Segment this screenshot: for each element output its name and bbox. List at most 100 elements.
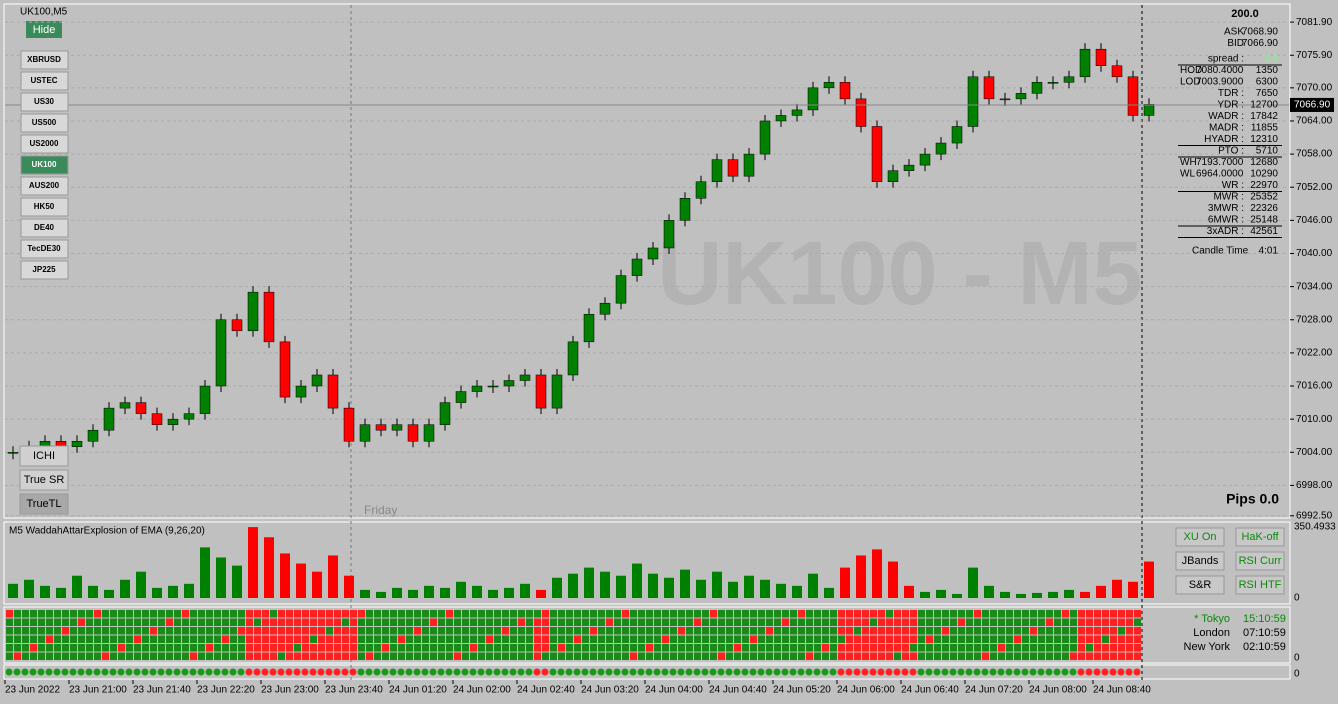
symbol-button[interactable] [20,113,69,133]
panel-button-label[interactable]: RSI HTF [1239,579,1282,591]
symbol-button[interactable] [20,92,69,112]
symbol-label[interactable]: US500 [32,118,57,127]
session-cell [398,644,405,652]
tool-button[interactable] [19,445,69,467]
symbol-label[interactable]: USTEC [30,76,57,85]
hide-button[interactable] [26,21,62,38]
session-cell [406,618,413,626]
session-cell [422,627,429,635]
session-cell [1038,644,1045,652]
symbol-label[interactable]: US2000 [30,139,59,148]
trend-dot [653,668,661,676]
symbol-button[interactable] [20,197,69,217]
trend-dot [349,668,357,676]
session-cell [982,618,989,626]
symbol-button[interactable] [20,239,69,259]
panel-button[interactable] [1235,527,1285,547]
symbol-button[interactable] [20,50,69,70]
session-cell [742,652,749,660]
session-cell [734,635,741,643]
session-cell [158,610,165,618]
symbol-label[interactable]: AUS200 [29,181,60,190]
session-cell [990,644,997,652]
session-cell [110,627,117,635]
tool-button[interactable] [19,469,69,491]
session-cell [1070,618,1077,626]
session-cell [94,627,101,635]
session-cell [182,610,189,618]
tool-label[interactable]: ICHI [33,450,55,462]
tool-label[interactable]: True SR [24,474,65,486]
panel-button-label[interactable]: JBands [1182,555,1219,567]
session-cell [1038,610,1045,618]
trend-dot [853,668,861,676]
symbol-button[interactable] [20,260,69,280]
session-cell [534,635,541,643]
session-cell [878,652,885,660]
symbol-button[interactable] [20,218,69,238]
session-cell [918,644,925,652]
symbol-button[interactable] [20,155,69,175]
panel-button-label[interactable]: RSI Curr [1239,555,1282,567]
session-cell [910,652,917,660]
session-cell [982,644,989,652]
session-cell [334,610,341,618]
panel-button[interactable] [1235,575,1285,595]
symbol-button[interactable] [20,134,69,154]
session-cell [566,610,573,618]
session-cell [998,644,1005,652]
session-cell [430,618,437,626]
session-cell [902,618,909,626]
session-cell [734,610,741,618]
tool-button[interactable] [19,493,69,515]
session-cell [990,610,997,618]
symbol-button[interactable] [20,71,69,91]
session-cell [366,610,373,618]
session-cell [790,644,797,652]
trend-dot [501,668,509,676]
session-cell [1086,652,1093,660]
indicator-bar [88,585,98,598]
panel-button[interactable] [1175,527,1225,547]
tool-label[interactable]: TrueTL [26,498,61,510]
session-cell [454,652,461,660]
session-cell [134,610,141,618]
session-cell [262,635,269,643]
session-cell [278,610,285,618]
symbol-label[interactable]: DE40 [34,223,55,232]
symbol-label[interactable]: JP225 [32,265,56,274]
session-cell [286,635,293,643]
session-cell [990,618,997,626]
panel-button[interactable] [1235,551,1285,571]
session-cell [470,644,477,652]
indicator-bar [136,571,146,598]
symbol-button[interactable] [20,176,69,196]
session-cell [414,618,421,626]
panel-button-label[interactable]: HaK-off [1241,531,1279,543]
info-value: 1350 [1256,65,1279,76]
session-cell [1062,644,1069,652]
trend-dot [893,668,901,676]
trend-dot [981,668,989,676]
sessions-frame [3,606,1291,664]
panel-button[interactable] [1175,575,1225,595]
candle-body [743,153,755,177]
trend-dot [5,668,13,676]
symbol-label[interactable]: XBRUSD [27,55,61,64]
trend-dot [661,668,669,676]
indicator-bar [1000,591,1010,598]
symbol-label[interactable]: US30 [34,97,55,106]
panel-button-label[interactable]: S&R [1189,579,1212,591]
panel-button[interactable] [1175,551,1225,571]
symbol-label[interactable]: HK50 [34,202,55,211]
session-cell [686,644,693,652]
symbol-label[interactable]: UK100 [32,160,57,169]
hide-label[interactable]: Hide [33,24,56,36]
session-cell [982,610,989,618]
session-cell [1022,644,1029,652]
session-cell [86,652,93,660]
panel-button-label[interactable]: XU On [1183,531,1216,543]
symbol-label[interactable]: TecDE30 [27,244,61,253]
session-cell [62,644,69,652]
trend-dot [565,668,573,676]
